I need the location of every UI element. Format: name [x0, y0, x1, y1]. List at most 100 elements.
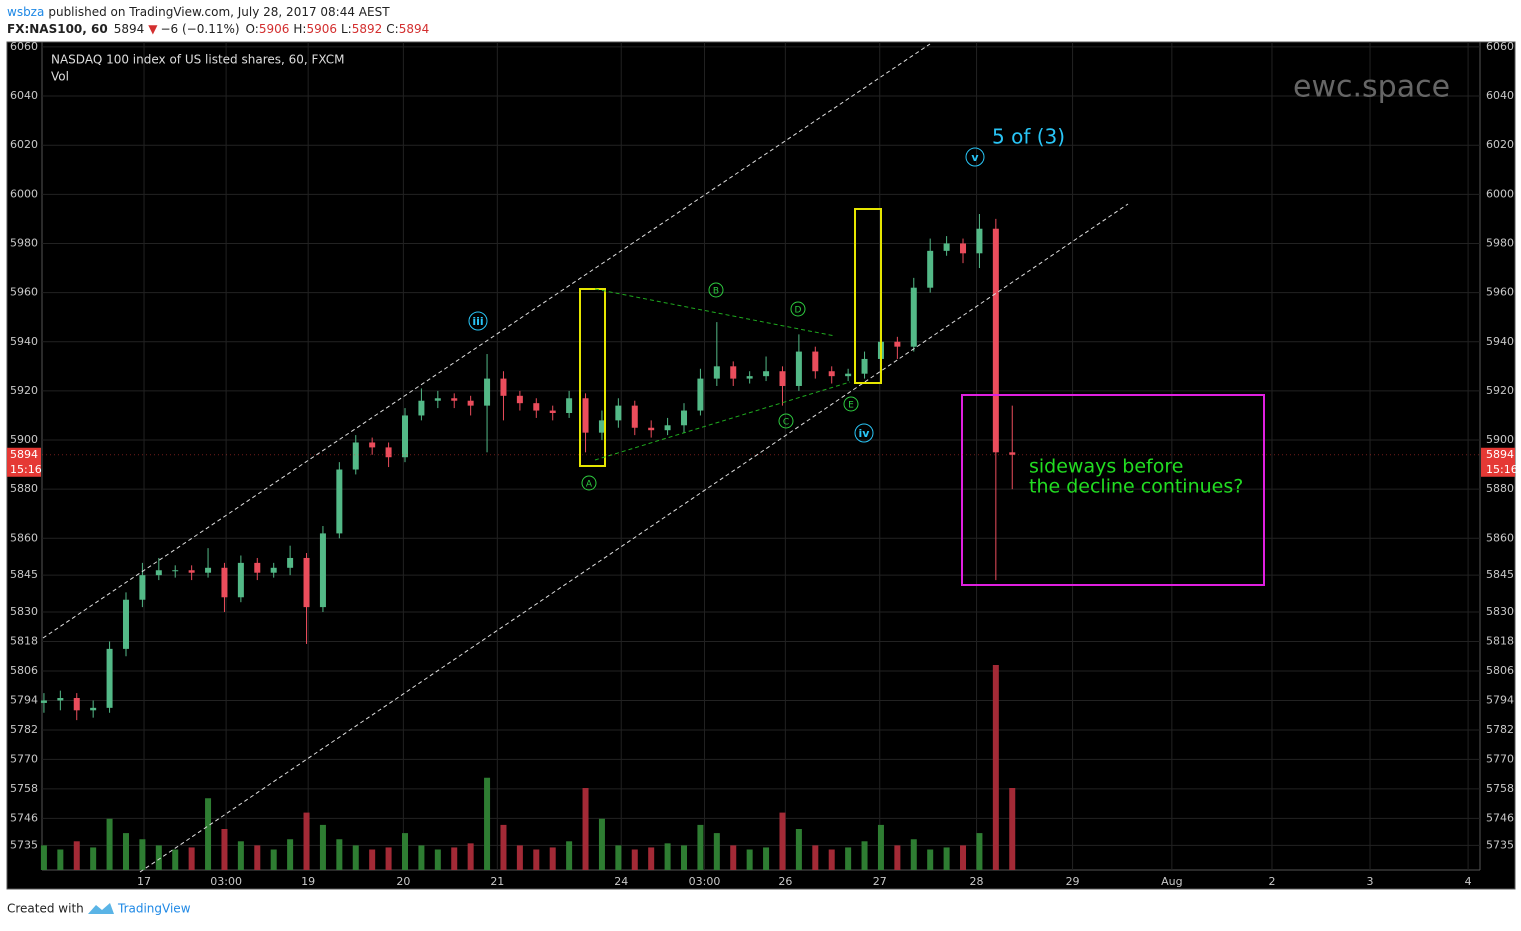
volume-bar	[287, 839, 294, 870]
candle-body	[681, 410, 688, 426]
change-arrow: ▼	[148, 22, 158, 36]
candle-body	[795, 351, 802, 386]
wave-label: B	[713, 287, 719, 297]
x-tick-label: 3	[1367, 875, 1374, 888]
y-tick-label: 5746	[1486, 811, 1514, 824]
x-tick-label: 26	[778, 875, 792, 888]
wave-note: 5 of (3)	[992, 125, 1065, 149]
candle-body	[992, 228, 999, 453]
volume-bar	[73, 841, 80, 870]
x-tick-label: 27	[873, 875, 887, 888]
y-tick-label: 5746	[10, 811, 38, 824]
l: 5892	[352, 22, 383, 36]
c-label: C:	[386, 22, 398, 36]
candle-body	[943, 243, 950, 251]
volume-bar	[451, 847, 458, 870]
volume-bar	[172, 849, 179, 870]
volume-bar	[254, 845, 261, 870]
volume-bar	[237, 841, 244, 870]
chart-bg	[6, 41, 1516, 890]
volume-bar	[812, 845, 819, 870]
wave-circle	[843, 396, 859, 412]
volume-bar	[139, 839, 146, 870]
volume-bar	[845, 847, 852, 870]
volume-bar	[598, 818, 605, 870]
note: the decline continues?	[1029, 476, 1243, 498]
price-tag-bg	[1481, 447, 1515, 477]
volume-bar	[500, 824, 507, 870]
volume-bar	[352, 845, 359, 870]
volume-bar	[795, 829, 802, 870]
y-tick-label: 5770	[10, 752, 38, 765]
candle-body	[697, 378, 704, 411]
candle-body	[467, 400, 474, 406]
candle-body	[730, 366, 737, 379]
y-tick-label: 5860	[10, 531, 38, 544]
candle-body	[828, 371, 835, 377]
candle-body	[254, 562, 261, 573]
y-tick-label: 5735	[1486, 838, 1514, 851]
candle-body	[221, 567, 228, 598]
footer-brand[interactable]: TradingView	[117, 902, 191, 916]
y-tick-label: 5806	[1486, 664, 1514, 677]
candle-body	[598, 420, 605, 433]
wave-label: v	[971, 151, 979, 164]
candle-body	[631, 405, 638, 428]
volume-bar	[976, 833, 983, 870]
x-tick-label: 24	[614, 875, 628, 888]
header-line: wsbza published on TradingView.com, July …	[7, 5, 390, 19]
grid	[42, 42, 1480, 870]
y-tick-label: 5830	[1486, 605, 1514, 618]
footer-created: Created with	[7, 902, 84, 916]
y-tick-label: 5900	[10, 433, 38, 446]
o-label: O:	[246, 22, 259, 36]
volume-bar	[90, 847, 97, 870]
candle-body	[713, 366, 720, 379]
o: 5906	[259, 22, 290, 36]
candles	[40, 213, 1016, 721]
candle-body	[336, 469, 343, 534]
wave-circle	[778, 413, 794, 429]
note: sideways before	[1029, 456, 1183, 478]
volume-bar	[615, 845, 622, 870]
c: 5894	[399, 22, 430, 36]
candle-body	[155, 570, 162, 576]
y-tick-label: 5960	[10, 286, 38, 299]
y-tick-label: 5806	[10, 664, 38, 677]
symbol-line: FX:NAS100, 60 5894 ▼ −6 (−0.11%) O:5906 H:590…	[7, 22, 429, 36]
y-tick-label: 6000	[1486, 187, 1514, 200]
chart-title: NASDAQ 100 index of US listed shares, 60…	[51, 53, 345, 67]
volume-bar	[730, 845, 737, 870]
candle-body	[122, 599, 129, 649]
h-label: H:	[293, 22, 306, 36]
candle-body	[566, 398, 573, 414]
volume-bar	[566, 841, 573, 870]
candle-body	[910, 287, 917, 347]
candle-body	[172, 570, 179, 572]
countdown: 15:16	[1486, 463, 1518, 476]
candle-body	[516, 395, 523, 404]
candle-body	[401, 415, 408, 458]
candle-body	[746, 376, 753, 379]
volume-bar	[533, 849, 540, 870]
highlight-box	[854, 208, 882, 384]
candle-body	[418, 400, 425, 416]
y-tick-label: 5940	[1486, 335, 1514, 348]
candle-body	[533, 403, 540, 411]
volume-bar	[861, 841, 868, 870]
candle-body	[812, 351, 819, 372]
candle-body	[57, 698, 64, 701]
volume-bar	[779, 812, 786, 870]
x-tick-label: 21	[490, 875, 504, 888]
last: 5894	[114, 22, 145, 36]
y-tick-label: 5845	[10, 568, 38, 581]
y-tick-label: 5794	[1486, 693, 1514, 706]
y-tick-label: 5845	[1486, 568, 1514, 581]
x-tick-label: 17	[137, 875, 151, 888]
volume-bar	[582, 788, 589, 870]
wave-label: iii	[472, 315, 483, 328]
author[interactable]: wsbza	[7, 5, 44, 19]
candle-body	[615, 405, 622, 421]
volume-bar	[713, 833, 720, 870]
x-tick-label: 03:00	[689, 875, 721, 888]
